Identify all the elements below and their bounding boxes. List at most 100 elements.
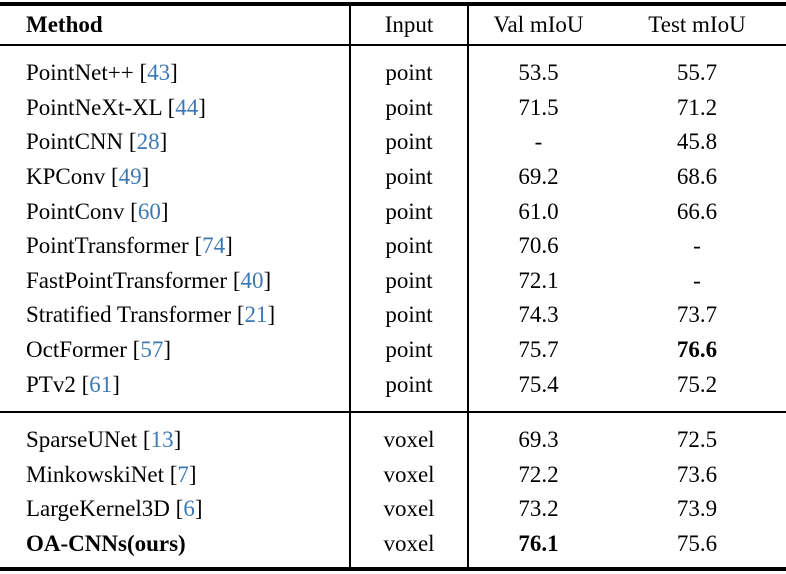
- method-cell: OA-CNNs(ours): [0, 527, 350, 570]
- method-name: LargeKernel3D: [26, 496, 170, 522]
- citation-link[interactable]: 61: [89, 371, 113, 397]
- val-miou-cell: 74.3: [467, 298, 608, 333]
- input-cell: point: [349, 367, 468, 412]
- input-cell: point: [349, 194, 468, 229]
- table-row: PTv2 [61] point 75.4 75.2: [0, 367, 786, 412]
- method-cell: PointConv [60]: [26, 198, 169, 224]
- citation-link[interactable]: 60: [137, 198, 161, 224]
- val-miou-cell: 72.2: [467, 457, 608, 493]
- table-row: Stratified Transformer [21] point 74.3 73.7: [0, 298, 786, 333]
- method-name: MinkowskiNet: [26, 461, 164, 487]
- test-miou-cell: 73.9: [676, 496, 718, 522]
- citation-link[interactable]: 43: [147, 60, 171, 86]
- val-miou-cell: 73.2: [467, 492, 608, 527]
- val-miou-cell: 70.6: [467, 228, 608, 264]
- test-miou-cell: 75.2: [676, 371, 718, 397]
- input-cell: point: [349, 263, 468, 299]
- test-miou-cell: 68.6: [676, 164, 718, 190]
- citation-link[interactable]: 28: [136, 129, 160, 155]
- header-row: Method Input Val mIoU Test mIoU: [0, 4, 786, 45]
- citation-link[interactable]: 40: [240, 267, 264, 293]
- citation-link[interactable]: 6: [183, 496, 195, 522]
- col-header-val-miou: Val mIoU: [467, 4, 608, 45]
- table-row: FastPointTransformer [40] point 72.1 -: [0, 263, 786, 299]
- method-name: PointTransformer: [26, 233, 189, 259]
- input-cell: point: [349, 298, 468, 333]
- method-name: Stratified Transformer: [26, 302, 232, 328]
- method-cell: PointCNN [28]: [26, 129, 168, 155]
- method-name: PointConv: [26, 198, 125, 224]
- val-miou-cell: 75.7: [467, 332, 608, 368]
- citation-link[interactable]: 7: [177, 461, 189, 487]
- method-cell: PointNet++ [43]: [26, 60, 178, 86]
- table-row: PointTransformer [74] point 70.6 -: [0, 228, 786, 264]
- test-miou-cell: 73.6: [676, 461, 718, 487]
- method-name: PTv2: [26, 371, 76, 397]
- test-miou-cell: 55.7: [676, 60, 718, 86]
- input-cell: voxel: [349, 526, 468, 570]
- citation-link[interactable]: 74: [202, 233, 226, 259]
- val-miou-cell: 76.1: [467, 526, 608, 570]
- input-cell: point: [349, 125, 468, 160]
- input-cell: point: [349, 228, 468, 264]
- method-name: SparseUNet: [26, 427, 138, 453]
- input-cell: voxel: [349, 492, 468, 527]
- test-miou-cell: 66.6: [676, 198, 718, 224]
- method-cell: KPConv [49]: [26, 164, 150, 190]
- test-miou-cell: 76.6: [676, 337, 718, 363]
- table-row: LargeKernel3D [6] voxel 73.2 73.9: [0, 492, 786, 527]
- input-cell: point: [349, 159, 468, 195]
- col-header-input: Input: [349, 4, 468, 45]
- table-row: PointNeXt-XL [44] point 71.5 71.2: [0, 90, 786, 126]
- col-header-method: Method: [26, 12, 103, 37]
- test-miou-cell: 73.7: [676, 302, 718, 328]
- citation-link[interactable]: 49: [118, 164, 142, 190]
- method-name: OctFormer: [26, 337, 127, 363]
- method-name: OA-CNNs(ours): [26, 531, 186, 557]
- method-cell: PointTransformer [74]: [26, 233, 233, 259]
- test-miou-cell: 45.8: [676, 129, 718, 155]
- table-row: PointNet++ [43] point 53.5 55.7: [0, 45, 786, 91]
- input-cell: voxel: [349, 411, 468, 458]
- val-miou-cell: 53.5: [467, 45, 608, 91]
- test-miou-cell: 72.5: [676, 427, 718, 453]
- val-miou-cell: 61.0: [467, 194, 608, 229]
- section-point-methods: PointNet++ [43] point 53.5 55.7 PointNeXt-XL…: [0, 45, 786, 412]
- method-cell: PTv2 [61]: [26, 371, 120, 397]
- table-row: PointCNN [28] point - 45.8: [0, 125, 786, 160]
- method-cell: FastPointTransformer [40]: [26, 267, 272, 293]
- citation-link[interactable]: 57: [140, 337, 164, 363]
- citation-link[interactable]: 21: [244, 302, 268, 328]
- table-row: OctFormer [57] point 75.7 76.6: [0, 332, 786, 368]
- val-miou-cell: 75.4: [467, 367, 608, 412]
- method-name: PointCNN: [26, 129, 124, 155]
- test-miou-cell: -: [693, 267, 701, 293]
- method-cell: SparseUNet [13]: [26, 427, 182, 453]
- input-cell: point: [349, 332, 468, 368]
- table-row: MinkowskiNet [7] voxel 72.2 73.6: [0, 457, 786, 493]
- val-miou-cell: -: [467, 125, 608, 160]
- table-row: KPConv [49] point 69.2 68.6: [0, 159, 786, 195]
- method-name: FastPointTransformer: [26, 267, 228, 293]
- table-row: OA-CNNs(ours) voxel 76.1 75.6: [0, 526, 786, 570]
- method-cell: MinkowskiNet [7]: [26, 461, 197, 487]
- method-cell: PointNeXt-XL [44]: [26, 94, 206, 120]
- val-miou-cell: 69.3: [467, 411, 608, 458]
- val-miou-cell: 71.5: [467, 90, 608, 126]
- section-voxel-methods: SparseUNet [13] voxel 69.3 72.5 MinkowskiNet…: [0, 411, 786, 570]
- input-cell: point: [349, 45, 468, 91]
- test-miou-cell: -: [693, 233, 701, 259]
- method-name: PointNeXt-XL: [26, 94, 162, 120]
- citation-link[interactable]: 13: [150, 427, 174, 453]
- test-miou-cell: 75.6: [676, 531, 718, 557]
- citation-link[interactable]: 44: [175, 94, 199, 120]
- test-miou-cell: 71.2: [676, 94, 718, 120]
- method-cell: LargeKernel3D [6]: [26, 496, 203, 522]
- table-row: PointConv [60] point 61.0 66.6: [0, 194, 786, 229]
- table-row: SparseUNet [13] voxel 69.3 72.5: [0, 411, 786, 458]
- input-cell: voxel: [349, 457, 468, 493]
- col-header-test-miou: Test mIoU: [648, 12, 746, 37]
- method-name: KPConv: [26, 164, 106, 190]
